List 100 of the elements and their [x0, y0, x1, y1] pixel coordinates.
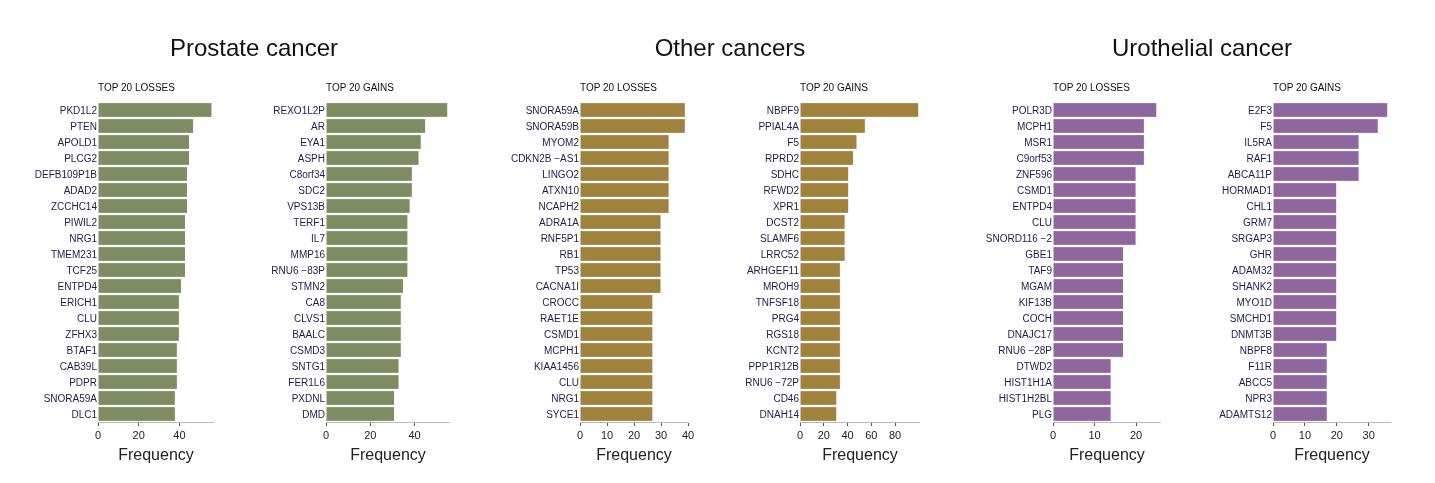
y-tick-label: VPS13B [287, 200, 326, 212]
x-tick-label: 30 [654, 429, 668, 442]
chart-title: Urothelial cancer [1110, 34, 1294, 62]
y-tick-label: MGAM [1020, 280, 1052, 292]
y-tick-label: SNTG1 [291, 360, 326, 372]
y-tick-label: SMCHD1 [1229, 312, 1273, 324]
y-tick-label: FER1L6 [288, 376, 326, 388]
y-tick-label: DEFB109P1B [34, 168, 98, 180]
y-tick-label: CLU [558, 376, 579, 388]
y-tick-label: RPRD2 [765, 152, 800, 164]
chart-subtitle: TOP 20 GAINS [326, 82, 395, 93]
x-tick-label: 60 [865, 429, 878, 442]
y-tick-label: STMN2 [291, 280, 326, 292]
y-tick-label: PTEN [70, 120, 97, 132]
chart-subtitle: TOP 20 GAINS [800, 82, 869, 93]
y-tick-label: CSMD1 [543, 328, 580, 340]
y-tick-label: HORMAD1 [1221, 184, 1273, 196]
y-tick-label: ATXN10 [541, 184, 580, 196]
y-tick-label: SLAMF6 [760, 232, 800, 244]
y-tick-label: XPR1 [772, 200, 800, 212]
y-tick-label: AR [311, 120, 325, 132]
x-axis-title: Frequency [118, 445, 194, 463]
x-tick-label: 10 [1088, 429, 1101, 442]
x-axis-title: Frequency [822, 445, 898, 463]
y-tick-label: RNU6 −28P [998, 344, 1053, 356]
y-tick-label: RNU6 −72P [745, 376, 800, 388]
y-tick-label: ZCCHC14 [50, 200, 98, 212]
y-tick-label: KIAA1456 [533, 360, 580, 372]
y-tick-label: LINGO2 [542, 168, 580, 180]
y-tick-label: TMEM231 [50, 248, 98, 260]
y-tick-label: SNORD116 −2 [985, 232, 1053, 244]
y-tick-label: CLU [76, 312, 97, 324]
x-tick-label: 40 [841, 429, 854, 442]
y-tick-label: CDKN2B −AS1 [510, 152, 580, 164]
y-tick-label: HIST1H1A [1004, 376, 1053, 388]
x-tick-label: 40 [681, 429, 695, 442]
y-tick-label: DNAJC17 [1007, 328, 1053, 340]
y-tick-label: PLCG2 [64, 152, 98, 164]
x-tick-label: 0 [1269, 429, 1277, 442]
y-tick-label: ENTPD4 [1012, 200, 1053, 212]
y-tick-label: PPIAL4A [758, 120, 800, 132]
y-tick-label: RAET1E [540, 312, 580, 324]
y-tick-label: ABCA11P [1227, 168, 1273, 180]
y-tick-label: RNU6 −83P [271, 264, 326, 276]
y-tick-label: C8orf34 [289, 168, 326, 180]
y-tick-label: IL5RA [1244, 136, 1273, 148]
y-tick-label: CHL1 [1246, 200, 1273, 212]
x-tick-label: 40 [173, 429, 186, 442]
x-tick-label: 80 [888, 429, 902, 442]
y-tick-label: BTAF1 [66, 344, 98, 356]
y-tick-label: ENTPD4 [57, 280, 98, 292]
y-tick-label: TNFSF18 [755, 296, 800, 308]
x-axis-title: Frequency [1294, 445, 1370, 463]
y-tick-label: KIF13B [1018, 296, 1053, 308]
chart-subtitle: TOP 20 LOSSES [580, 82, 658, 93]
y-tick-label: POLR3D [1011, 104, 1052, 116]
x-axis-title: Frequency [1069, 445, 1145, 463]
y-tick-label: CACNA1I [535, 280, 579, 292]
chart-subtitle: TOP 20 GAINS [1273, 82, 1342, 93]
x-tick-label: 0 [576, 429, 584, 442]
y-tick-label: ADAMTS12 [1219, 408, 1273, 420]
y-tick-label: DMD [302, 408, 325, 420]
y-tick-label: MCPH1 [543, 344, 580, 356]
y-tick-label: MCPH1 [1016, 120, 1053, 132]
x-tick-label: 0 [1049, 429, 1057, 442]
y-tick-label: RFWD2 [763, 184, 800, 196]
y-tick-label: CD46 [773, 392, 800, 404]
y-tick-label: DLC1 [71, 408, 98, 420]
x-tick-label: 0 [796, 429, 804, 442]
y-tick-label: PDPR [69, 376, 97, 388]
y-tick-label: TAF9 [1028, 264, 1053, 276]
y-tick-label: NPR3 [1245, 392, 1273, 404]
y-tick-label: NCAPH2 [538, 200, 580, 212]
y-tick-label: RNF5P1 [540, 232, 580, 244]
y-tick-label: CLVS1 [294, 312, 326, 324]
y-tick-label: MYOM2 [542, 136, 580, 148]
y-tick-label: PPP1R12B [748, 360, 800, 372]
y-tick-label: NRG1 [69, 232, 98, 244]
x-tick-label: 0 [322, 429, 330, 442]
y-tick-label: REXO1L2P [273, 104, 326, 116]
y-tick-label: RGS18 [766, 328, 800, 340]
x-tick-label: 20 [1129, 429, 1143, 442]
y-tick-label: TCF25 [66, 264, 98, 276]
y-tick-label: ZNF596 [1015, 168, 1053, 180]
x-tick-label: 10 [1298, 429, 1312, 442]
y-tick-label: MYO1D [1236, 296, 1272, 308]
chart-title: Other cancers [653, 34, 807, 62]
y-tick-label: SDHC [770, 168, 799, 180]
y-tick-label: CSMD1 [1016, 184, 1053, 196]
y-tick-label: SNORA59B [525, 120, 580, 132]
y-tick-label: PKD1L2 [59, 104, 98, 116]
y-tick-label: ERICH1 [60, 296, 98, 308]
x-tick-label: 30 [1362, 429, 1375, 442]
y-tick-label: BAALC [292, 328, 325, 340]
x-tick-label: 10 [600, 429, 614, 442]
y-tick-label: E2F3 [1248, 104, 1273, 116]
y-tick-label: CAB39L [59, 360, 98, 372]
y-tick-label: ADAD2 [63, 184, 98, 196]
y-tick-label: IL7 [311, 232, 326, 244]
y-tick-label: TERF1 [293, 216, 326, 228]
